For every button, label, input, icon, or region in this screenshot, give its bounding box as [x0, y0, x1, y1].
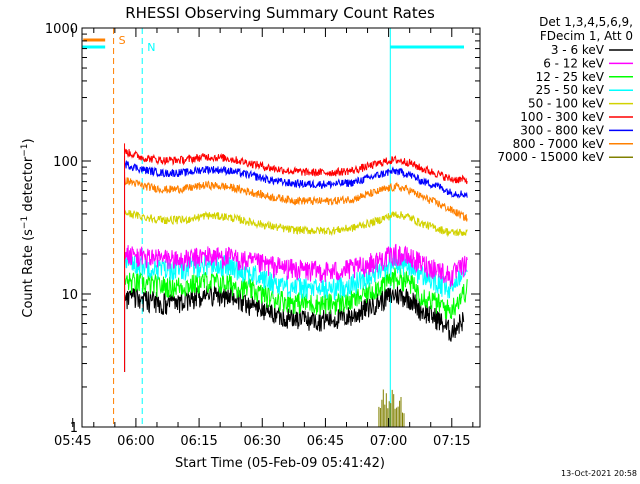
y-tick-label-2: 100 — [53, 155, 78, 170]
series-trace-8 — [378, 389, 405, 427]
series-8 — [378, 389, 405, 427]
y-label-sup-1: −1 — [20, 216, 30, 229]
legend-header-line-2: FDecim 1, Att 0 — [540, 29, 633, 43]
legend: Det 1,3,4,5,6,9, FDecim 1, Att 0 3 - 6 k… — [497, 15, 633, 164]
series-0 — [124, 285, 465, 372]
x-tick-label-1: 06:00 — [117, 434, 154, 449]
series-trace-2 — [124, 267, 468, 320]
series-trace-1 — [124, 243, 468, 287]
x-tick-label-2: 06:15 — [180, 434, 217, 449]
chart-title: RHESSI Observing Summary Count Rates — [125, 4, 435, 22]
y-label-part-1: Count Rate (s — [21, 229, 36, 318]
series-trace-4 — [124, 209, 468, 238]
legend-entry-label-5: 100 - 300 keV — [520, 110, 604, 124]
legend-entry-label-3: 25 - 50 keV — [536, 83, 605, 97]
marker-label-s: S — [119, 34, 126, 47]
y-tick-label-1: 10 — [61, 288, 78, 303]
plot-inner — [82, 28, 468, 427]
x-axis-label: Start Time (05-Feb-09 05:41:42) — [175, 456, 385, 471]
x-tick-label-5: 07:00 — [370, 434, 407, 449]
series-trace-5 — [124, 148, 468, 185]
plot-frame — [81, 27, 481, 428]
legend-entry-label-8: 7000 - 15000 keV — [497, 150, 604, 164]
legend-entry-label-6: 300 - 800 keV — [520, 123, 604, 137]
y-tick-label-3: 1000 — [45, 22, 78, 37]
series-trace-0 — [124, 285, 465, 342]
legend-entry-label-1: 6 - 12 keV — [543, 56, 605, 70]
y-axis-label: Count Rate (s−1 detector−1) — [20, 138, 36, 317]
legend-entry-label-0: 3 - 6 keV — [551, 43, 605, 57]
x-tick-label-4: 06:45 — [307, 434, 344, 449]
legend-entry-label-2: 12 - 25 keV — [536, 70, 605, 84]
legend-entry-label-4: 50 - 100 keV — [528, 97, 605, 111]
x-tick-label-3: 06:30 — [244, 434, 281, 449]
series-trace-7 — [124, 176, 468, 222]
plot-area: SN — [82, 28, 468, 427]
axes: 1 10 100 1000 05:45 06:00 06:15 06:30 06:45 07:00… — [45, 22, 481, 449]
y-label-part-3: ) — [21, 138, 36, 143]
footer-timestamp: 13-Oct-2021 20:58 — [561, 469, 637, 478]
x-tick-label-0: 05:45 — [54, 434, 91, 449]
legend-entry-label-7: 800 - 7000 keV — [513, 137, 605, 151]
series-trace-6 — [124, 159, 468, 199]
marker-label-n: N — [147, 41, 155, 54]
y-tick-label-0: 1 — [70, 421, 78, 436]
series-5 — [124, 143, 468, 372]
x-tick-label-6: 07:15 — [433, 434, 470, 449]
y-label-sup-2: −1 — [20, 143, 30, 156]
legend-header-line-1: Det 1,3,4,5,6,9, — [539, 15, 633, 29]
y-label-part-2: detector — [21, 156, 36, 216]
